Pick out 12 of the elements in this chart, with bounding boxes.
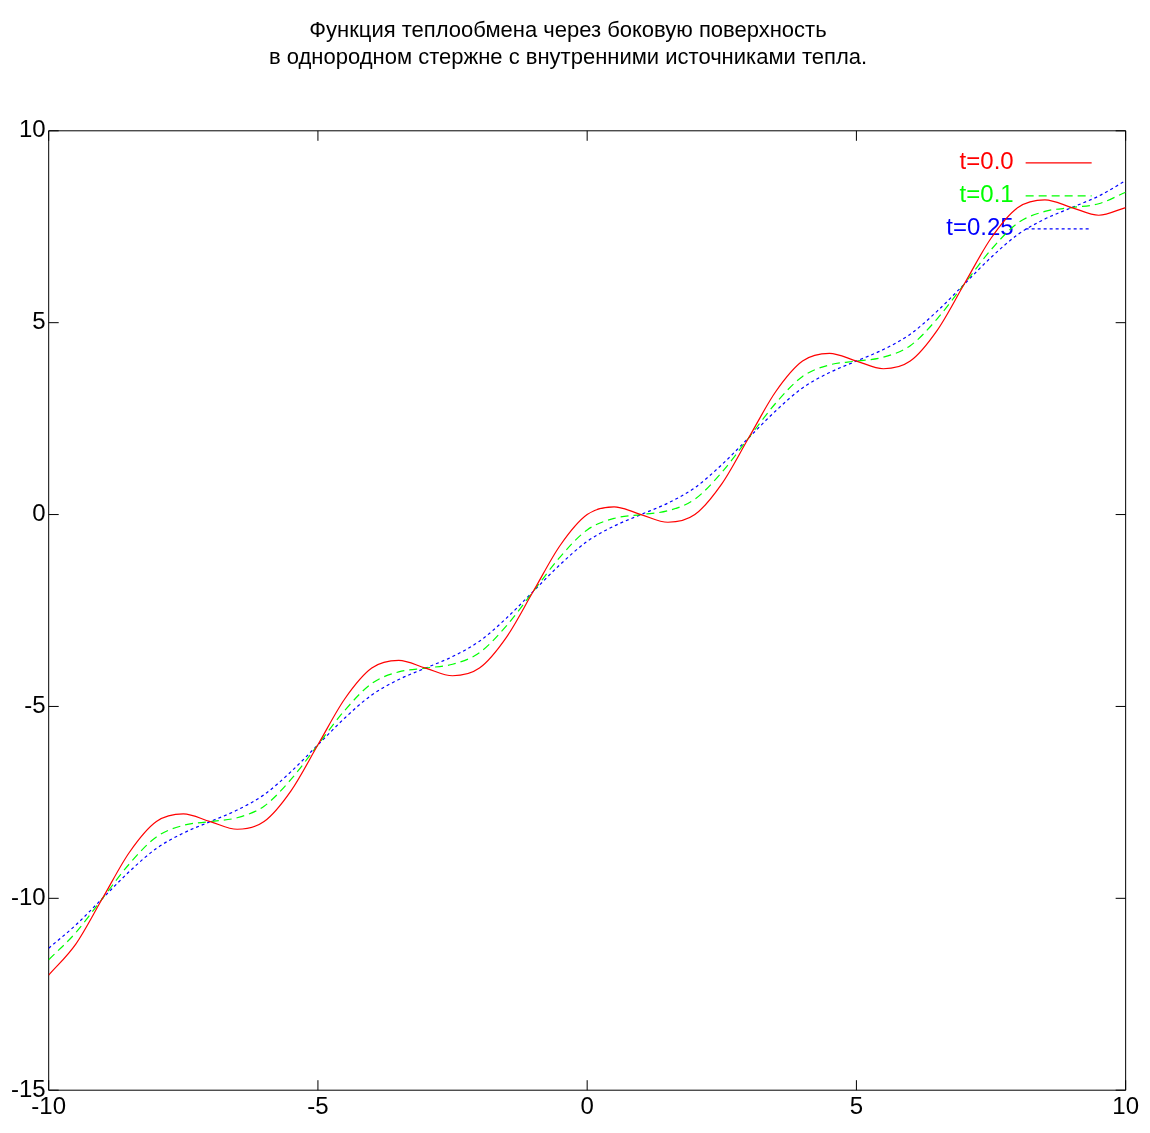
- y-tick-label: -5: [24, 691, 46, 719]
- x-tick-label: 0: [580, 1092, 594, 1120]
- y-tick-label: -10: [11, 882, 46, 910]
- y-tick-label: 0: [32, 499, 46, 527]
- legend-label: t=0.0: [959, 147, 1014, 175]
- x-tick-label: 5: [849, 1092, 864, 1120]
- x-tick-label: -5: [307, 1092, 329, 1120]
- y-tick-label: 10: [18, 115, 46, 143]
- legend-label: t=0.1: [959, 180, 1014, 208]
- chart-title: Функция теплообмена через боковую поверхность в однородном стержне с внутренними источниками тепла.: [268, 17, 868, 69]
- x-tick-label: 10: [1112, 1092, 1139, 1120]
- y-tick-label: 5: [32, 307, 46, 335]
